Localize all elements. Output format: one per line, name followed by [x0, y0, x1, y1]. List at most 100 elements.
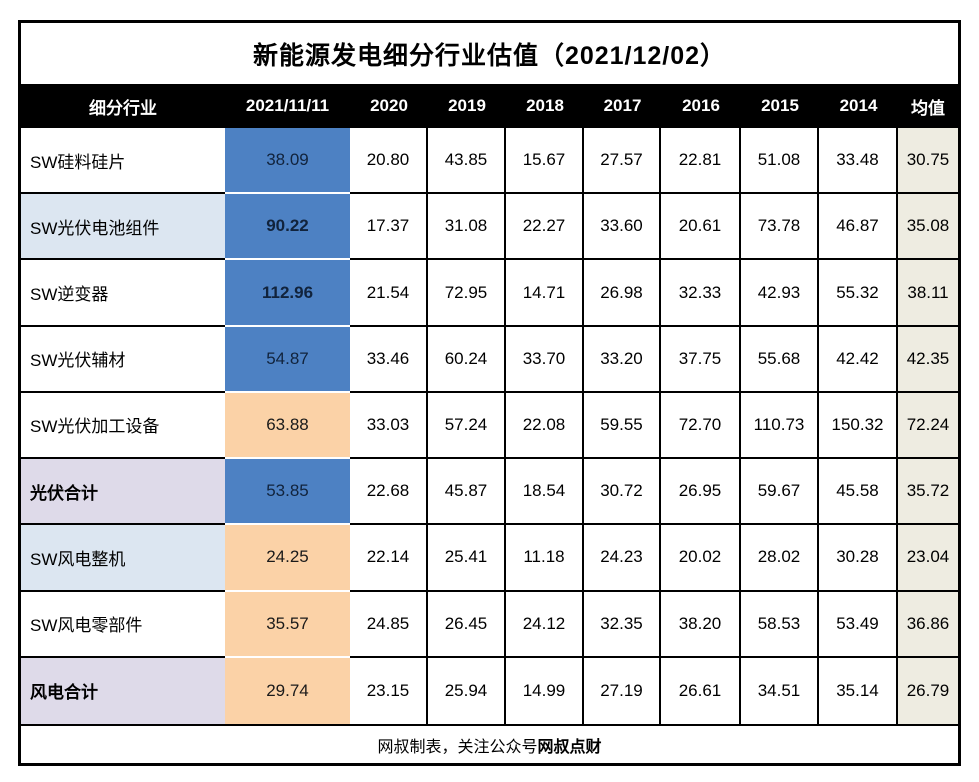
row-label: SW硅料硅片 — [21, 128, 225, 195]
column-header-2016: 2016 — [661, 84, 741, 128]
table-cell: 37.75 — [661, 326, 741, 393]
table-cell: 72.70 — [661, 392, 741, 460]
table-cell-highlight: 90.22 — [225, 194, 350, 261]
table-cell: 20.02 — [661, 525, 741, 592]
table-cell: 26.95 — [661, 459, 741, 526]
table-cell: 33.03 — [350, 392, 428, 460]
table-cell: 55.32 — [819, 260, 898, 327]
column-header-2018: 2018 — [506, 84, 584, 128]
table-cell: 110.73 — [741, 392, 819, 460]
table-cell: 26.45 — [428, 591, 506, 658]
table-cell-mean: 38.11 — [898, 260, 958, 327]
table-cell-highlight: 35.57 — [225, 591, 350, 658]
table-cell: 26.98 — [584, 260, 661, 327]
row-label: SW逆变器 — [21, 260, 225, 327]
column-header-2015: 2015 — [741, 84, 819, 128]
table-cell: 45.58 — [819, 459, 898, 526]
table-cell: 22.08 — [506, 392, 584, 460]
table-cell-mean: 42.35 — [898, 326, 958, 393]
row-label: SW光伏加工设备 — [21, 392, 225, 460]
table-cell: 38.20 — [661, 591, 741, 658]
table-row: SW风电整机 24.25 22.14 25.41 11.18 24.23 20.… — [21, 525, 958, 592]
table-cell-highlight: 63.88 — [225, 392, 350, 460]
footer-note-text: 网叔制表，关注公众号 — [377, 738, 538, 756]
table-cell: 26.61 — [661, 657, 741, 724]
footer-note: 网叔制表，关注公众号 网叔点财 — [21, 724, 958, 763]
table-cell: 55.68 — [741, 326, 819, 393]
table-cell: 15.67 — [506, 128, 584, 195]
table-cell: 22.27 — [506, 194, 584, 261]
table-cell: 53.49 — [819, 591, 898, 658]
table-cell: 28.02 — [741, 525, 819, 592]
table-cell: 22.68 — [350, 459, 428, 526]
column-header-2014: 2014 — [819, 84, 898, 128]
table-cell: 20.80 — [350, 128, 428, 195]
table-row: SW逆变器 112.96 21.54 72.95 14.71 26.98 32.… — [21, 260, 958, 327]
table-cell: 42.93 — [741, 260, 819, 327]
table-row: SW硅料硅片 38.09 20.80 43.85 15.67 27.57 22.… — [21, 128, 958, 195]
table-cell: 57.24 — [428, 392, 506, 460]
column-header-industry: 细分行业 — [21, 84, 225, 128]
table-cell: 58.53 — [741, 591, 819, 658]
table-cell-mean: 35.08 — [898, 194, 958, 261]
table-cell-highlight: 53.85 — [225, 459, 350, 526]
table-cell: 24.23 — [584, 525, 661, 592]
table-cell-mean: 30.75 — [898, 128, 958, 195]
table-cell: 33.60 — [584, 194, 661, 261]
table-row: SW光伏加工设备 63.88 33.03 57.24 22.08 59.55 7… — [21, 392, 958, 460]
table-cell: 14.71 — [506, 260, 584, 327]
column-header-2021-11-11: 2021/11/11 — [225, 84, 350, 128]
table-cell: 20.61 — [661, 194, 741, 261]
table-cell: 42.42 — [819, 326, 898, 393]
row-label: 光伏合计 — [21, 459, 225, 526]
table-cell: 59.55 — [584, 392, 661, 460]
table-row-subtotal: 光伏合计 53.85 22.68 45.87 18.54 30.72 26.95… — [21, 459, 958, 526]
table-cell: 45.87 — [428, 459, 506, 526]
table-cell: 33.70 — [506, 326, 584, 393]
table-cell-mean: 26.79 — [898, 657, 958, 724]
table-cell-highlight: 112.96 — [225, 260, 350, 327]
table-row: SW光伏辅材 54.87 33.46 60.24 33.70 33.20 37.… — [21, 326, 958, 393]
table-cell: 27.57 — [584, 128, 661, 195]
table-cell: 43.85 — [428, 128, 506, 195]
table-body: SW硅料硅片 38.09 20.80 43.85 15.67 27.57 22.… — [21, 128, 958, 724]
table-row: SW光伏电池组件 90.22 17.37 31.08 22.27 33.60 2… — [21, 194, 958, 261]
table-cell-mean: 72.24 — [898, 392, 958, 460]
footer-note-brand: 网叔点财 — [537, 738, 602, 756]
table-cell: 17.37 — [350, 194, 428, 261]
table-cell: 150.32 — [819, 392, 898, 460]
column-header-2019: 2019 — [428, 84, 506, 128]
table-cell: 24.85 — [350, 591, 428, 658]
column-header-2017: 2017 — [584, 84, 661, 128]
table-row: SW风电零部件 35.57 24.85 26.45 24.12 32.35 38… — [21, 591, 958, 658]
table-cell: 21.54 — [350, 260, 428, 327]
column-header-mean: 均值 — [898, 84, 958, 128]
table-cell: 72.95 — [428, 260, 506, 327]
row-label: SW风电零部件 — [21, 591, 225, 658]
row-label: SW光伏辅材 — [21, 326, 225, 393]
table-cell: 51.08 — [741, 128, 819, 195]
table-cell-highlight: 38.09 — [225, 128, 350, 195]
table-cell-highlight: 29.74 — [225, 657, 350, 724]
table-cell-mean: 35.72 — [898, 459, 958, 526]
table-cell: 33.46 — [350, 326, 428, 393]
table-cell: 23.15 — [350, 657, 428, 724]
table-cell: 33.20 — [584, 326, 661, 393]
table-cell: 27.19 — [584, 657, 661, 724]
table-cell: 32.33 — [661, 260, 741, 327]
table-cell: 34.51 — [741, 657, 819, 724]
table-cell: 14.99 — [506, 657, 584, 724]
table-cell: 30.28 — [819, 525, 898, 592]
table-cell: 73.78 — [741, 194, 819, 261]
table-cell: 25.94 — [428, 657, 506, 724]
table-cell: 11.18 — [506, 525, 584, 592]
column-header-2020: 2020 — [350, 84, 428, 128]
table-cell-highlight: 24.25 — [225, 525, 350, 592]
table-cell: 25.41 — [428, 525, 506, 592]
table-cell-mean: 23.04 — [898, 525, 958, 592]
table-cell: 24.12 — [506, 591, 584, 658]
table-cell: 46.87 — [819, 194, 898, 261]
row-label: SW风电整机 — [21, 525, 225, 592]
table-header-row: 细分行业 2021/11/11 2020 2019 2018 2017 2016… — [21, 84, 958, 128]
table-cell: 32.35 — [584, 591, 661, 658]
